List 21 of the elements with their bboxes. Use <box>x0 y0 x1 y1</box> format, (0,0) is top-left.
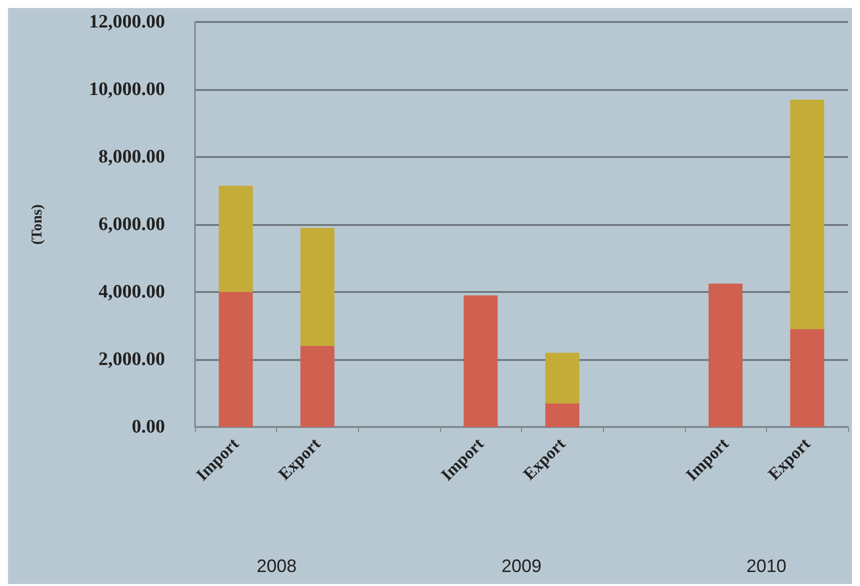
text: 2010 <box>746 556 786 576</box>
bar <box>218 186 253 292</box>
y-tick-label: 2,000.00 <box>98 349 165 370</box>
bar <box>545 352 580 404</box>
text: 2008 <box>256 556 297 576</box>
bar <box>545 403 580 427</box>
y-tick-label: 10,000.00 <box>89 79 165 100</box>
y-tick-label: 8,000.00 <box>98 146 165 168</box>
bar <box>790 100 824 330</box>
bar <box>708 284 743 427</box>
bar <box>790 329 824 427</box>
y-tick-label: 12,000.00 <box>89 12 165 32</box>
bar <box>218 292 253 427</box>
y-tick-label: 6,000.00 <box>98 214 165 235</box>
y-axis-title: (Tons) <box>30 204 46 245</box>
text: 2009 <box>501 556 542 576</box>
bar <box>300 228 334 346</box>
bar <box>300 346 334 427</box>
bar <box>464 295 498 427</box>
y-tick-label: 4,000.00 <box>98 282 165 302</box>
y-tick-label: 0.00 <box>132 416 165 438</box>
